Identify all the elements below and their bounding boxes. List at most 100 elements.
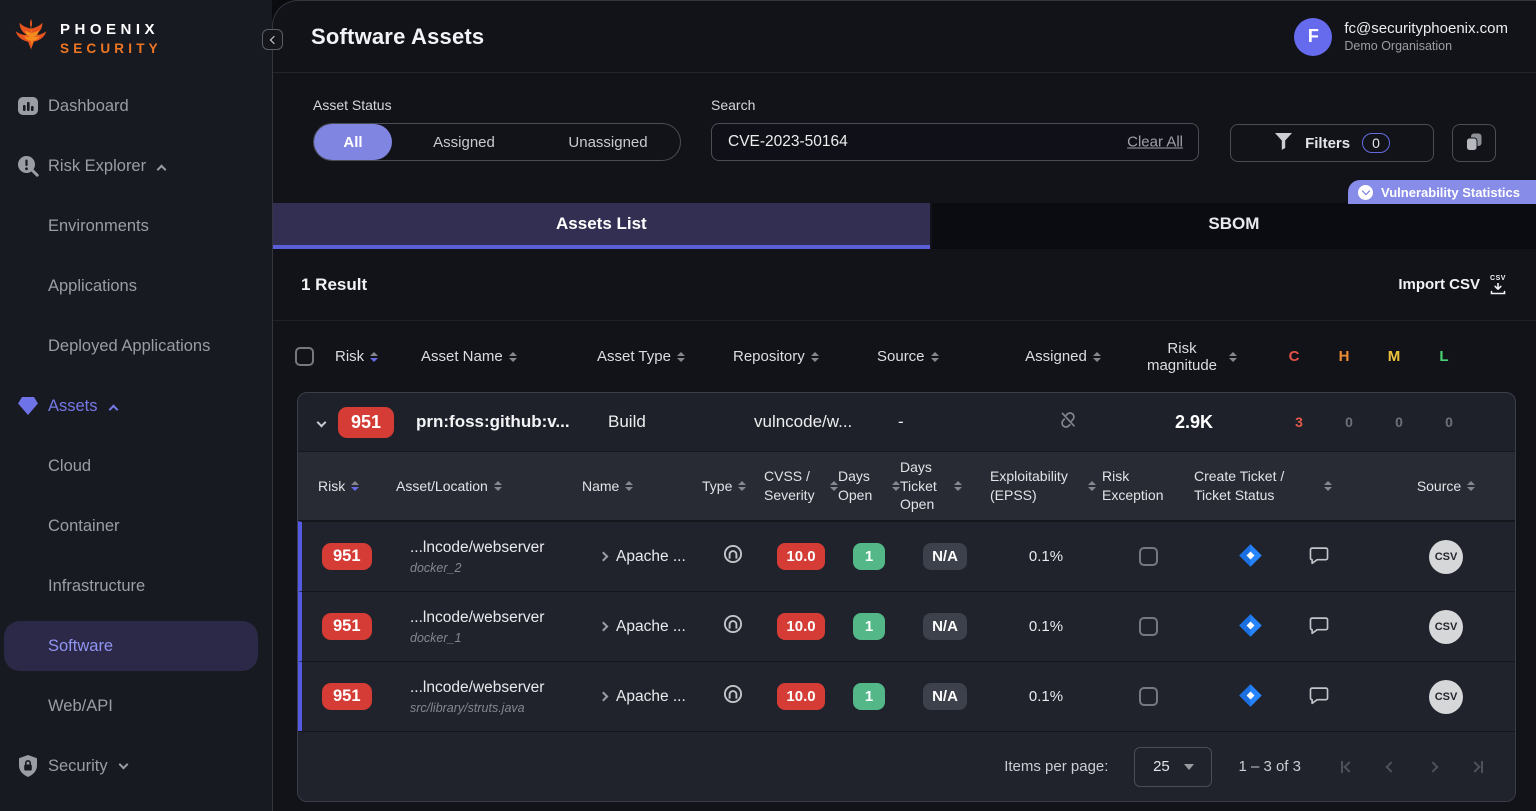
avatar[interactable]: F	[1294, 17, 1333, 56]
comment-button[interactable]	[1308, 614, 1330, 639]
vulnerability-row[interactable]: 951 ...lncode/webserver docker_2 Apache …	[298, 521, 1515, 591]
asset-status-toggle: All Assigned Unassigned	[313, 123, 681, 161]
column-risk[interactable]: Risk	[314, 477, 392, 496]
column-type[interactable]: Type	[702, 477, 764, 496]
jira-ticket-button[interactable]	[1238, 683, 1263, 711]
select-all-checkbox[interactable]	[295, 347, 314, 366]
comment-button[interactable]	[1308, 684, 1330, 709]
vulnerability-statistics-label: Vulnerability Statistics	[1381, 184, 1520, 200]
sidebar-item-label: Web/API	[48, 696, 113, 715]
package-type-icon	[722, 683, 744, 710]
risk-score-badge: 951	[322, 543, 372, 570]
brand-name-bottom: SECURITY	[60, 40, 162, 56]
segment-all[interactable]: All	[314, 124, 392, 160]
risk-exception-checkbox[interactable]	[1138, 547, 1158, 566]
sidebar-item-dashboard[interactable]: Dashboard	[0, 76, 272, 136]
filters-button[interactable]: Filters 0	[1230, 124, 1434, 162]
column-asset-name[interactable]: Asset Name	[421, 348, 597, 365]
segment-unassigned[interactable]: Unassigned	[536, 124, 680, 160]
filters-count-badge: 0	[1362, 133, 1390, 153]
vulnerability-statistics-toggle[interactable]: Vulnerability Statistics	[1348, 180, 1536, 204]
group-asset-type: Build	[608, 412, 646, 431]
sidebar-collapse-button[interactable]	[262, 29, 283, 50]
sidebar-item-risk-explorer[interactable]: Risk Explorer	[0, 136, 272, 196]
asset-location-cell: ...lncode/webserver docker_2	[392, 539, 582, 575]
column-name[interactable]: Name	[582, 477, 702, 496]
tab-sbom[interactable]: SBOM	[931, 203, 1536, 249]
high-count: 0	[1345, 414, 1353, 430]
vuln-name-cell[interactable]: Apache ...	[582, 688, 702, 706]
tab-assets-list[interactable]: Assets List	[273, 203, 930, 249]
column-medium[interactable]: M	[1387, 348, 1401, 365]
days-ticket-open-badge: N/A	[923, 683, 967, 710]
column-days-open[interactable]: Days Open	[838, 467, 900, 505]
sidebar-item-deployed-applications[interactable]: Deployed Applications	[0, 316, 272, 376]
sidebar: PHOENIX SECURITY Dashboard Risk Explorer…	[0, 0, 272, 811]
collapse-group-chevron-icon[interactable]	[304, 417, 338, 427]
sidebar-item-environments[interactable]: Environments	[0, 196, 272, 256]
sidebar-item-security[interactable]: Security	[0, 736, 272, 796]
sidebar-item-applications[interactable]: Applications	[0, 256, 272, 316]
column-exploitability-epss[interactable]: Exploitability (EPSS)	[990, 467, 1102, 505]
type-cell	[702, 683, 764, 710]
chevron-up-icon	[108, 404, 118, 414]
vulnerability-row[interactable]: 951 ...lncode/webserver src/library/stru…	[298, 661, 1515, 731]
column-cvss-severity[interactable]: CVSS / Severity	[764, 467, 838, 505]
low-count: 0	[1445, 414, 1453, 430]
items-per-page-select[interactable]: 25	[1134, 746, 1213, 787]
column-high[interactable]: H	[1338, 348, 1350, 365]
first-page-button[interactable]	[1341, 760, 1355, 773]
jira-ticket-button[interactable]	[1238, 543, 1263, 571]
asset-location-detail: docker_1	[410, 630, 462, 645]
last-page-button[interactable]	[1469, 760, 1483, 773]
column-days-ticket-open[interactable]: Days Ticket Open	[900, 458, 990, 515]
group-asset-name: prn:foss:github:v...	[416, 412, 570, 431]
cvss-badge: 10.0	[777, 543, 825, 570]
asset-status-label: Asset Status	[313, 97, 392, 113]
sidebar-item-container[interactable]: Container	[0, 496, 272, 556]
column-source[interactable]: Source	[1374, 477, 1515, 496]
sidebar-item-software[interactable]: Software	[4, 621, 258, 671]
sidebar-item-cloud[interactable]: Cloud	[0, 436, 272, 496]
user-menu[interactable]: F fc@securityphoenix.com Demo Organisati…	[1294, 17, 1508, 56]
user-org: Demo Organisation	[1344, 39, 1453, 53]
vulnerability-row[interactable]: 951 ...lncode/webserver docker_1 Apache …	[298, 591, 1515, 661]
vuln-name-cell[interactable]: Apache ...	[582, 618, 702, 636]
ticket-cell	[1194, 613, 1374, 641]
column-asset-type[interactable]: Asset Type	[597, 348, 733, 365]
copy-button[interactable]	[1452, 124, 1496, 162]
column-create-ticket-status[interactable]: Create Ticket / Ticket Status	[1194, 467, 1374, 505]
next-page-button[interactable]	[1427, 760, 1439, 773]
jira-ticket-button[interactable]	[1238, 613, 1263, 641]
column-assigned[interactable]: Assigned	[1017, 348, 1109, 365]
column-repository[interactable]: Repository	[733, 348, 877, 365]
asset-location-cell: ...lncode/webserver src/library/struts.j…	[392, 679, 582, 715]
risk-exception-checkbox[interactable]	[1138, 687, 1158, 706]
column-low[interactable]: L	[1439, 348, 1449, 365]
column-critical[interactable]: C	[1288, 348, 1300, 365]
column-risk[interactable]: Risk	[335, 348, 421, 365]
risk-exception-checkbox[interactable]	[1138, 617, 1158, 636]
view-tabs: Assets List SBOM	[273, 203, 1536, 249]
previous-page-button[interactable]	[1385, 760, 1397, 773]
epss-value: 0.1%	[1028, 548, 1064, 565]
shield-lock-icon	[16, 754, 40, 778]
user-email: fc@securityphoenix.com	[1344, 20, 1508, 37]
chevron-down-icon	[118, 759, 129, 769]
vuln-name-cell[interactable]: Apache ...	[582, 548, 702, 566]
search-box: Clear All	[711, 123, 1199, 161]
column-risk-magnitude[interactable]: Risk magnitude	[1109, 340, 1269, 374]
asset-group-row[interactable]: 951 prn:foss:github:v... Build vulncode/…	[298, 393, 1515, 451]
segment-assigned[interactable]: Assigned	[392, 124, 536, 160]
sidebar-item-infrastructure[interactable]: Infrastructure	[0, 556, 272, 616]
import-csv-button[interactable]: Import CSV CSV	[1398, 275, 1506, 295]
search-input[interactable]	[711, 123, 1199, 161]
sidebar-item-assets[interactable]: Assets	[0, 376, 272, 436]
clear-all-link[interactable]: Clear All	[1127, 133, 1183, 151]
group-repository: vulncode/w...	[754, 412, 853, 431]
sidebar-item-web-api[interactable]: Web/API	[0, 676, 272, 736]
column-asset-location[interactable]: Asset/Location	[392, 477, 582, 496]
column-source[interactable]: Source	[877, 348, 1017, 365]
comment-button[interactable]	[1308, 544, 1330, 569]
type-cell	[702, 543, 764, 570]
